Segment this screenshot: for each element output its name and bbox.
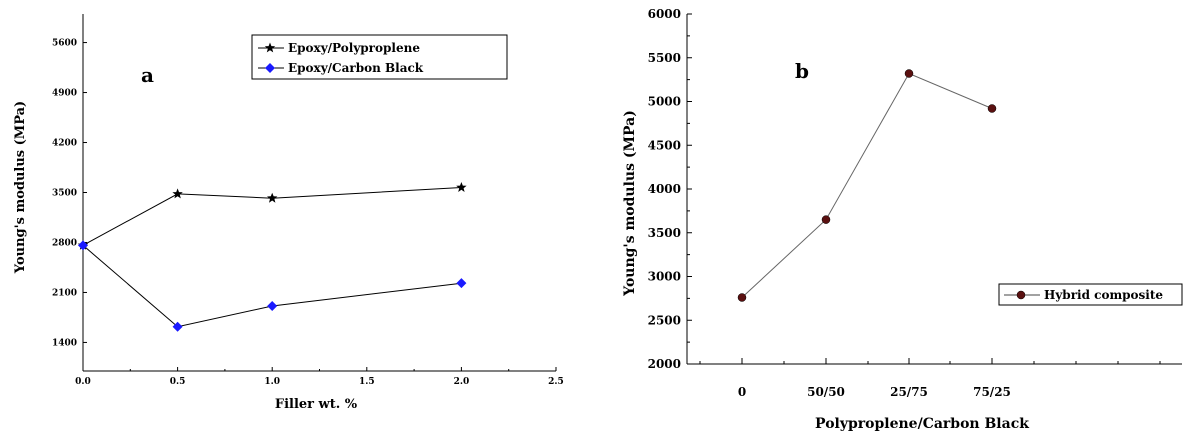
chart-b-y-tick-label: 3500 (648, 226, 681, 240)
chart-b-x-tick-label: 0 (738, 385, 746, 399)
chart-a-x-tick-label: 1.0 (264, 377, 280, 387)
chart-b-y-tick-label: 5500 (648, 51, 681, 65)
chart-a-point (172, 188, 183, 199)
chart-b-y-tick-label: 3000 (648, 270, 681, 284)
chart-a-point (78, 240, 88, 251)
chart-a-point (267, 301, 278, 312)
chart-b-legend-marker (1016, 290, 1026, 300)
chart-b-y-tick-label: 4000 (648, 182, 681, 196)
chart-a-x-tick-label: 2.0 (454, 377, 470, 387)
chart-a-ticks: 0.0 0.5 1.0 1.5 2.0 2.5 1400 2100 2800 3500 4200 49… (52, 14, 564, 387)
chart-a-y-tick-label: 3500 (52, 189, 77, 199)
chart-a-y-tick-label: 5600 (52, 39, 77, 49)
chart-a-y-axis-title: Young's modulus (MPa) (13, 101, 28, 274)
chart-b-x-tick-label: 25/75 (890, 385, 928, 399)
chart-a: 0.0 0.5 1.0 1.5 2.0 2.5 1400 2100 2800 3500 4200 49… (13, 14, 564, 412)
chart-b-x-axis-title: Polyproplene/Carbon Black (815, 416, 1029, 432)
chart-b-point (987, 104, 997, 113)
chart-b-y-tick-label: 2500 (648, 313, 681, 327)
chart-a-y-tick-label: 2100 (52, 288, 77, 298)
chart-a-series (77, 182, 467, 332)
chart-b-y-tick-label: 4500 (648, 138, 681, 152)
chart-a-legend-label: Epoxy/Polyproplene (288, 41, 420, 55)
chart-b-legend-box (998, 283, 1183, 306)
chart-a-legend-marker (265, 63, 275, 73)
chart-a-legend-box (251, 34, 508, 80)
chart-b-legend: Hybrid composite (998, 283, 1183, 306)
chart-a-point (456, 278, 467, 289)
chart-b-y-axis-title: Young's modulus (MPa) (622, 110, 638, 297)
chart-a-point (172, 321, 183, 332)
chart-a-legend-label: Epoxy/Carbon Black (288, 61, 424, 75)
chart-a-point (267, 192, 278, 203)
chart-b-x-tick-label: 75/25 (973, 385, 1011, 399)
chart-b-point (737, 293, 747, 302)
chart-a-series-line-1 (82, 244, 462, 328)
chart-b-y-tick-label: 5000 (648, 95, 681, 109)
chart-a-y-tick-label: 4200 (52, 139, 77, 149)
chart-a-x-axis-title: Filler wt. % (275, 397, 358, 412)
chart-b-x-tick-label: 50/50 (807, 385, 845, 399)
chart-b: 2000 2500 3000 3500 4000 4500 5000 5500 6000 0 50/… (622, 7, 1183, 432)
chart-b-ticks: 2000 2500 3000 3500 4000 4500 5000 5500 6000 0 50/… (648, 7, 1182, 399)
chart-b-series (737, 69, 997, 302)
chart-a-x-tick-label: 2.5 (548, 377, 564, 387)
chart-a-point (456, 182, 467, 192)
chart-a-x-tick-label: 1.5 (359, 377, 375, 387)
chart-b-panel-label: b (795, 59, 809, 83)
chart-a-y-tick-label: 2800 (52, 238, 77, 248)
chart-a-series-line-0 (82, 187, 462, 246)
chart-a-legend-marker (264, 42, 276, 53)
chart-b-point (904, 69, 914, 78)
chart-b-point (821, 215, 831, 224)
chart-b-legend-label: Hybrid composite (1044, 288, 1163, 302)
chart-a-panel-label: a (141, 63, 154, 87)
chart-b-y-tick-label: 2000 (648, 357, 681, 371)
chart-b-series-line (741, 72, 993, 298)
chart-a-y-tick-label: 1400 (52, 338, 77, 348)
chart-a-x-tick-label: 0.5 (170, 377, 186, 387)
chart-a-legend: Epoxy/Polyproplene Epoxy/Carbon Black (251, 34, 508, 80)
chart-a-y-tick-label: 4900 (52, 89, 77, 99)
chart-b-y-tick-label: 6000 (648, 7, 681, 21)
chart-a-x-tick-label: 0.0 (75, 377, 91, 387)
